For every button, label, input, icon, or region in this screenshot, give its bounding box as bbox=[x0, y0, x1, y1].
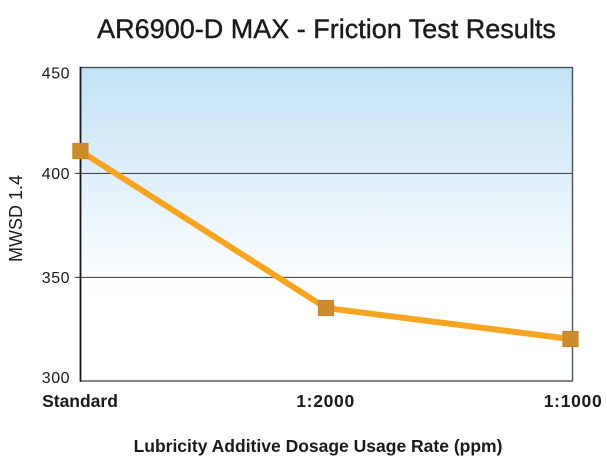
svg-text:Standard: Standard bbox=[42, 391, 118, 411]
svg-text:1:1000: 1:1000 bbox=[544, 391, 603, 411]
svg-text:Lubricity Additive Dosage Usag: Lubricity Additive Dosage Usage Rate (pp… bbox=[134, 436, 503, 456]
svg-text:450: 450 bbox=[42, 66, 70, 83]
svg-text:400: 400 bbox=[42, 166, 70, 183]
svg-text:MWSD 1.4: MWSD 1.4 bbox=[6, 175, 26, 262]
svg-text:300: 300 bbox=[42, 370, 70, 387]
svg-text:1:2000: 1:2000 bbox=[296, 391, 355, 411]
svg-text:350: 350 bbox=[42, 270, 70, 287]
svg-text:AR6900-D MAX - Friction Test R: AR6900-D MAX - Friction Test Results bbox=[97, 14, 556, 44]
